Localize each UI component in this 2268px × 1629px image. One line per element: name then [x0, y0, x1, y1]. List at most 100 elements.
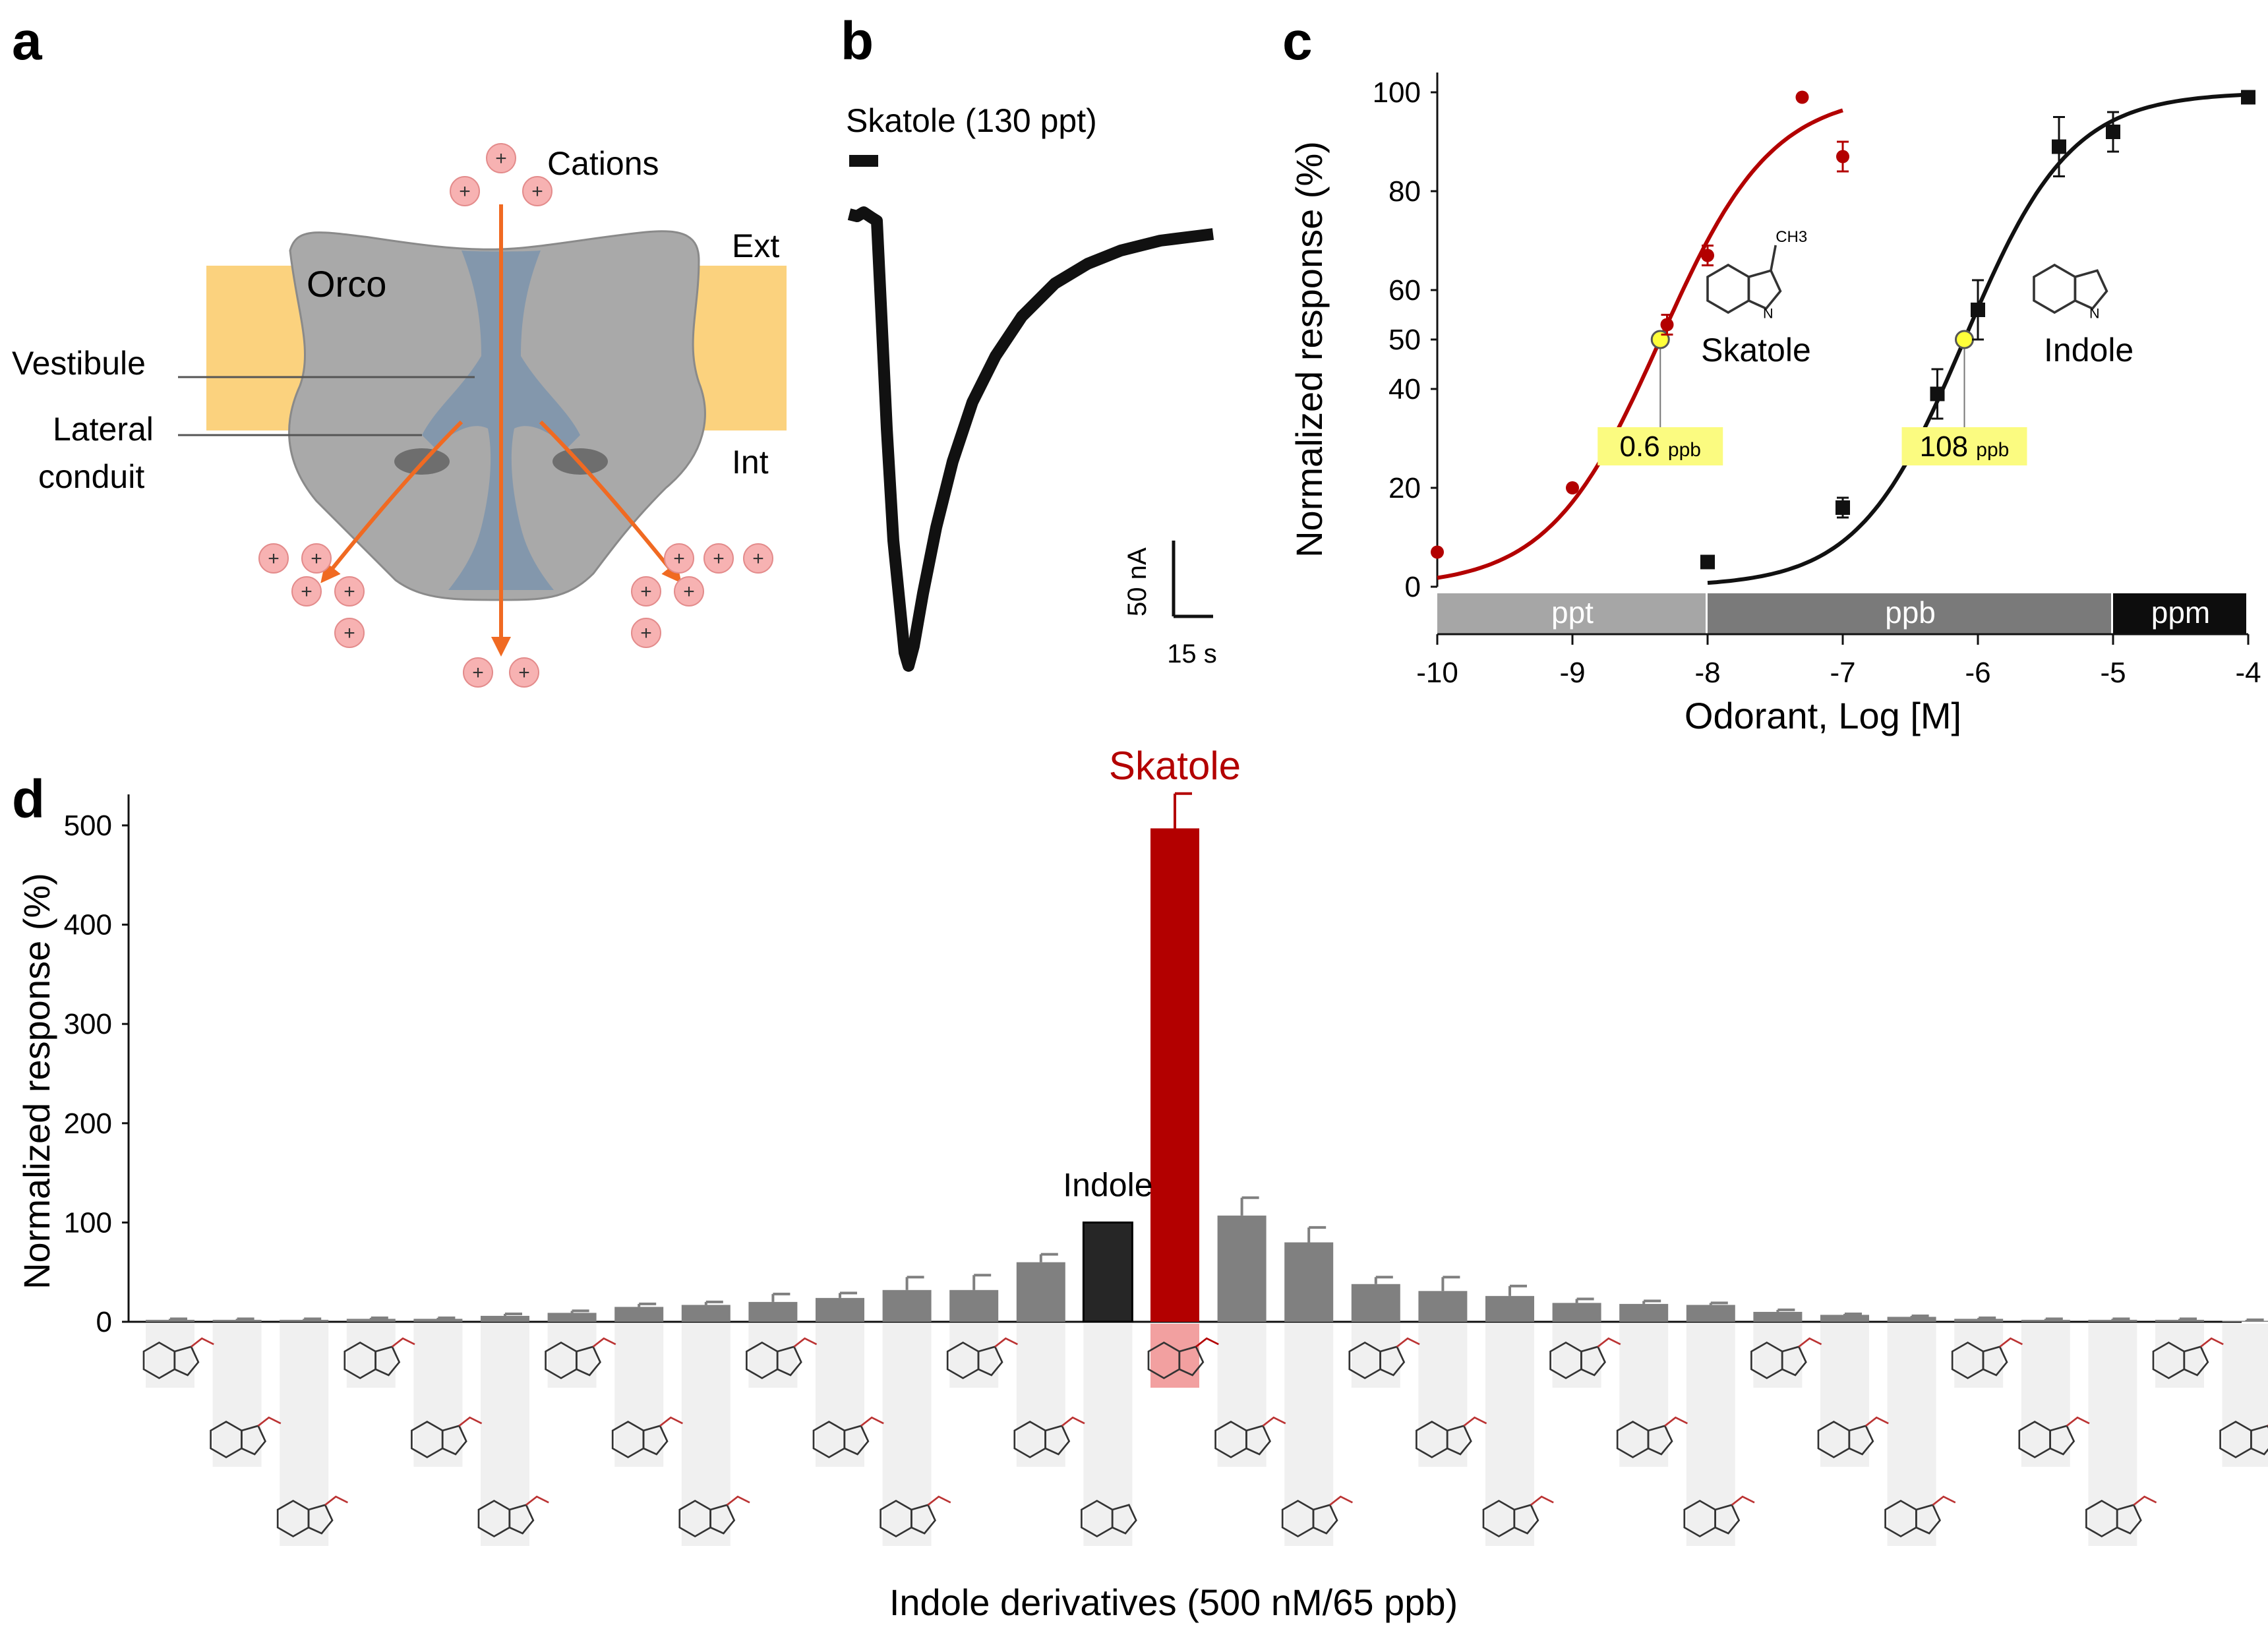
- d-derivative-structure: [611, 1416, 684, 1459]
- cation: +: [522, 176, 552, 206]
- d-bar: [1082, 1221, 1133, 1323]
- cation-symbol: +: [640, 622, 652, 644]
- c-y-tick-label: 20: [1388, 472, 1421, 504]
- d-derivative-structure: [2085, 1495, 2157, 1538]
- d-bar: [1887, 1317, 1936, 1322]
- d-bar: [1284, 1242, 1334, 1322]
- pyrrole-ring: [2049, 1425, 2075, 1456]
- cation: +: [258, 543, 289, 574]
- c-x-tick-label: -8: [1694, 657, 1720, 689]
- lateral-label-1: Lateral: [53, 411, 154, 448]
- d-y-tick-label: 500: [64, 810, 112, 842]
- d-structure-band: [1284, 1324, 1334, 1546]
- pyrrole-ring: [1245, 1425, 1271, 1456]
- c-ec50-unit: ppb: [1668, 439, 1701, 461]
- d-derivative-structures: [142, 1337, 2268, 1538]
- indole-nitrogen-label: N: [2089, 305, 2100, 321]
- substituent: [1195, 1337, 1219, 1348]
- skatole-methyl-label: CH3: [1776, 228, 1807, 246]
- d-structure-band: [614, 1324, 664, 1467]
- pyrrole-ring: [374, 1346, 401, 1377]
- d-derivative-structure: [545, 1337, 616, 1380]
- panel-label-d: d: [12, 769, 45, 829]
- substituent: [257, 1416, 282, 1427]
- d-bar: [346, 1318, 396, 1322]
- substituent: [592, 1337, 616, 1348]
- scale-time-label: 15 s: [1167, 639, 1217, 668]
- pyrrole-ring: [173, 1346, 200, 1377]
- cation-symbol: +: [640, 581, 652, 603]
- d-derivative-structure: [276, 1495, 349, 1538]
- pyrrole-ring: [576, 1346, 601, 1377]
- cation-symbol: +: [673, 548, 685, 570]
- d-y-tick-label: 400: [64, 909, 112, 941]
- cation-symbol: +: [713, 548, 725, 570]
- cation-circle: [334, 618, 365, 648]
- c-y-tick-label: 50: [1388, 324, 1421, 356]
- pyrrole-ring: [776, 1346, 802, 1377]
- substituent: [927, 1495, 951, 1506]
- cation: +: [631, 576, 661, 607]
- d-y-tick-label: 200: [64, 1108, 112, 1140]
- d-derivative-structure: [678, 1495, 750, 1538]
- d-structure-band: [1552, 1324, 1601, 1388]
- pyrrole-ring: [1714, 1504, 1741, 1535]
- d-structure-bands: [146, 1324, 2268, 1546]
- d-derivative-structure: [477, 1495, 549, 1538]
- c-point-indole: [1971, 303, 1985, 317]
- cation: +: [334, 618, 365, 648]
- cation: +: [463, 657, 493, 688]
- d-bar: [949, 1289, 999, 1322]
- d-structure-band: [748, 1324, 798, 1388]
- d-derivative-structure: [1281, 1495, 1354, 1538]
- pyrrole-ring: [1446, 1425, 1472, 1456]
- cation: +: [486, 143, 516, 173]
- d-bar: [2155, 1319, 2204, 1322]
- d-derivative-structure: [2018, 1416, 2090, 1459]
- d-bar: [1217, 1215, 1267, 1322]
- substituent: [1061, 1416, 1085, 1427]
- substituent: [2200, 1337, 2224, 1348]
- orco-label: Orco: [307, 263, 386, 305]
- substituent: [525, 1495, 549, 1506]
- d-y-tick-label: 0: [96, 1306, 112, 1338]
- d-bar: [1351, 1284, 1400, 1322]
- cation-symbol: +: [752, 548, 764, 570]
- pyrrole-ring: [1513, 1504, 1539, 1535]
- d-structure-band: [212, 1324, 262, 1467]
- pyrrole-ring: [241, 1425, 266, 1456]
- cation-symbol: +: [495, 148, 507, 169]
- d-derivative-structure: [812, 1416, 884, 1459]
- pyrrole-ring: [1111, 1504, 1137, 1535]
- pyrrole-ring: [910, 1504, 936, 1535]
- current-trace: [847, 206, 1214, 672]
- d-derivative-structure: [1482, 1495, 1554, 1538]
- pyrrole-ring: [977, 1346, 1003, 1377]
- pyrrole-ring: [843, 1425, 870, 1456]
- cation: +: [674, 576, 704, 607]
- substituent: [1865, 1416, 1889, 1427]
- substituent: [1396, 1337, 1420, 1348]
- d-structure-band: [1351, 1324, 1400, 1388]
- d-derivative-structure: [1817, 1416, 1889, 1459]
- d-derivative-structure: [1951, 1337, 2023, 1380]
- d-x-axis-title: Indole derivatives (500 nM/65 ppb): [889, 1582, 1458, 1623]
- d-bar: [681, 1305, 731, 1322]
- d-structure-band: [2021, 1324, 2070, 1467]
- c-y-tick-label: 100: [1373, 76, 1421, 109]
- substituent: [191, 1337, 214, 1348]
- c-point-indole: [1700, 554, 1715, 570]
- cation: +: [664, 543, 694, 574]
- pyrrole-ring: [1312, 1504, 1338, 1535]
- c-point-indole: [2241, 90, 2255, 105]
- d-bar: [1619, 1303, 1669, 1322]
- d-bar: [146, 1319, 194, 1322]
- substituent: [2133, 1495, 2157, 1506]
- c-point-skatole: [1795, 90, 1809, 104]
- substituent: [1932, 1495, 1956, 1506]
- c-ec50-highlight: [1901, 427, 2027, 465]
- d-structure-band: [280, 1324, 329, 1546]
- ext-label: Ext: [732, 227, 779, 264]
- pyrrole-ring: [1044, 1425, 1071, 1456]
- cation-circle: [509, 657, 539, 688]
